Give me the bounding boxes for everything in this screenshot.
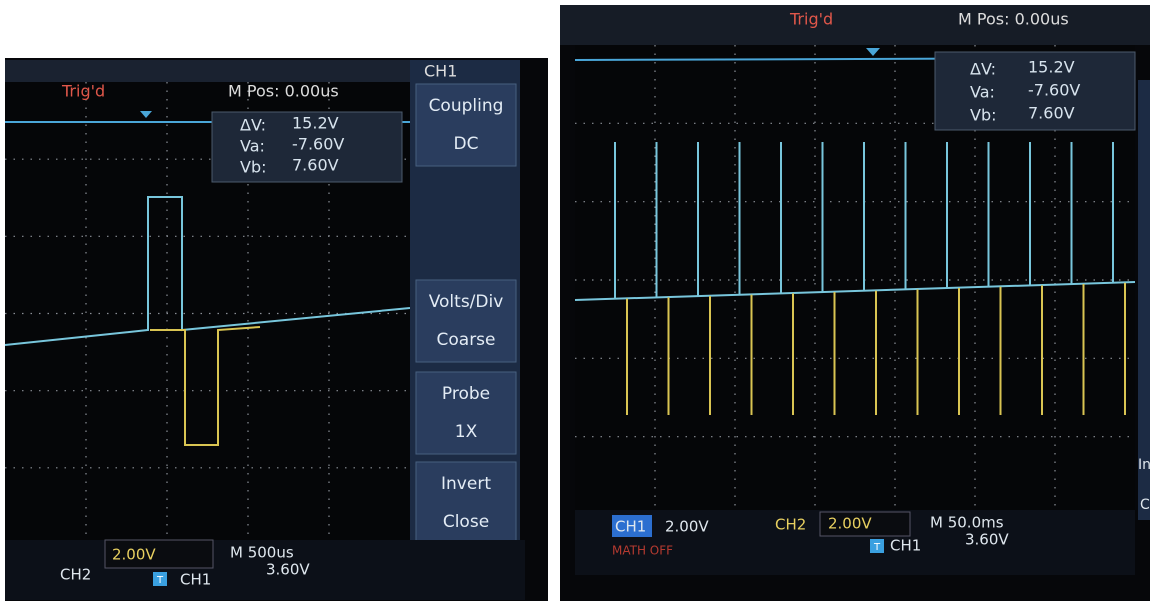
header-bar	[5, 60, 410, 82]
trigger-status: Trig'd	[61, 82, 105, 101]
ch2-scale: 2.00V	[828, 515, 872, 533]
readout-value: 7.60V	[1028, 104, 1075, 123]
trigger-icon-text: T	[156, 575, 164, 586]
right-oscilloscope: Trig'd M Pos: 0.00us ΔV: 15.2V Va: -7.60…	[560, 5, 1150, 601]
readout-value: 15.2V	[1028, 58, 1075, 77]
trigger-source: CH1	[890, 537, 921, 555]
ch2-label: CH2	[775, 516, 806, 534]
menu-edge-text: In	[1138, 457, 1150, 473]
menu-value: 1X	[455, 422, 478, 442]
readout-label: Va:	[240, 137, 265, 156]
readout-value: 15.2V	[292, 114, 339, 133]
readout-value: 7.60V	[292, 156, 339, 175]
readout-value: -7.60V	[292, 135, 344, 154]
timebase: M 50.0ms	[930, 514, 1004, 532]
ch1-scale: 2.00V	[665, 518, 709, 536]
left-oscilloscope: Coupling DC Volts/Div Coarse Probe 1X Invert Cl…	[5, 58, 548, 601]
menu-label: Invert	[441, 474, 491, 494]
menu-label: Coupling	[429, 96, 504, 116]
menu-channel: CH1	[424, 62, 457, 81]
timebase: M 500us	[230, 544, 294, 562]
trigger-level: 3.60V	[266, 561, 310, 579]
menu-edge-text: C	[1140, 497, 1150, 513]
position: M Pos: 0.00us	[958, 10, 1069, 29]
readout-value: -7.60V	[1028, 81, 1080, 100]
readout-label: Vb:	[240, 158, 267, 177]
menu-label: Probe	[442, 384, 490, 404]
readout-label: ΔV:	[970, 60, 996, 79]
trigger-level: 3.60V	[965, 531, 1009, 549]
readout-label: Vb:	[970, 106, 997, 125]
menu-edge	[1138, 80, 1150, 520]
menu-label: Volts/Div	[429, 292, 504, 312]
menu-value: Close	[443, 512, 489, 532]
ch2-label: CH2	[60, 566, 91, 584]
trigger-icon-text: T	[873, 542, 881, 553]
ch1-label: CH1	[615, 518, 646, 536]
math-status: MATH OFF	[612, 544, 673, 558]
photo: Coupling DC Volts/Div Coarse Probe 1X Invert Cl…	[0, 0, 1150, 601]
readout-label: Va:	[970, 83, 995, 102]
trigger-source: CH1	[180, 571, 211, 589]
trigger-status: Trig'd	[789, 10, 833, 29]
position: M Pos: 0.00us	[228, 82, 339, 101]
readout-label: ΔV:	[240, 116, 266, 135]
menu-value: Coarse	[437, 330, 496, 350]
menu-value: DC	[454, 134, 479, 154]
ch2-scale: 2.00V	[112, 546, 156, 564]
